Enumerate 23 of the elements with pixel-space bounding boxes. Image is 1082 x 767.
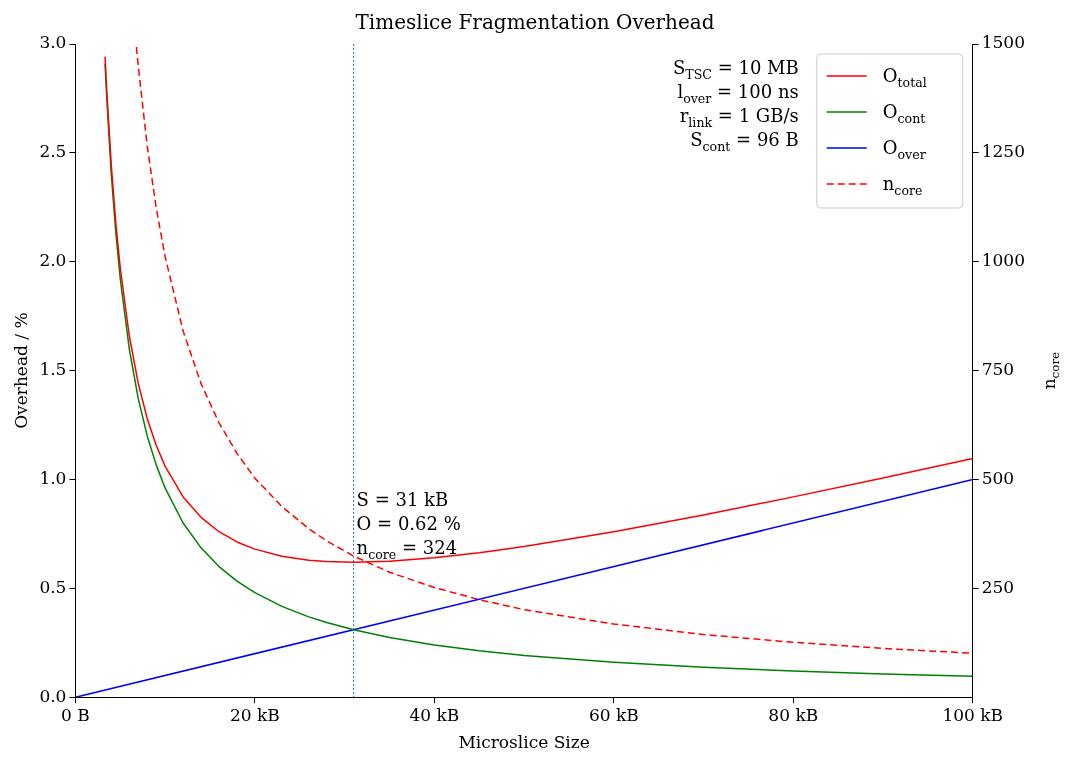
y-tick-label: 1.5 (39, 359, 67, 380)
y2-tick-label: 1250 (981, 141, 1025, 162)
y-tick-label: 0.5 (39, 576, 67, 597)
x-tick-label: 100 kB (942, 704, 1004, 725)
y2-tick-label: 1500 (981, 32, 1025, 53)
y-tick-label: 1.0 (39, 467, 67, 488)
x-tick-label: 40 kB (409, 704, 460, 725)
x-tick-label: 20 kB (229, 704, 280, 725)
y-tick-label: 0.0 (39, 685, 67, 706)
x-tick-label: 60 kB (588, 704, 639, 725)
chart-title: Timeslice Fragmentation Overhead (355, 10, 715, 35)
y-tick-label: 2.5 (39, 141, 67, 162)
y-tick-label: 2.0 (39, 250, 67, 271)
y2-tick-label: 250 (981, 576, 1015, 597)
y2-tick-label: 1000 (981, 250, 1025, 271)
y2-tick-label: 750 (981, 359, 1015, 380)
y2-axis-title: ncore (1038, 351, 1062, 390)
y-axis-title: Overhead / % (10, 312, 31, 429)
x-tick-label: 80 kB (768, 704, 819, 725)
x-tick-label: 0 B (61, 704, 90, 725)
y2-tick-label: 500 (981, 467, 1015, 488)
y-tick-label: 3.0 (39, 32, 67, 53)
x-axis-title: Microslice Size (458, 732, 590, 753)
